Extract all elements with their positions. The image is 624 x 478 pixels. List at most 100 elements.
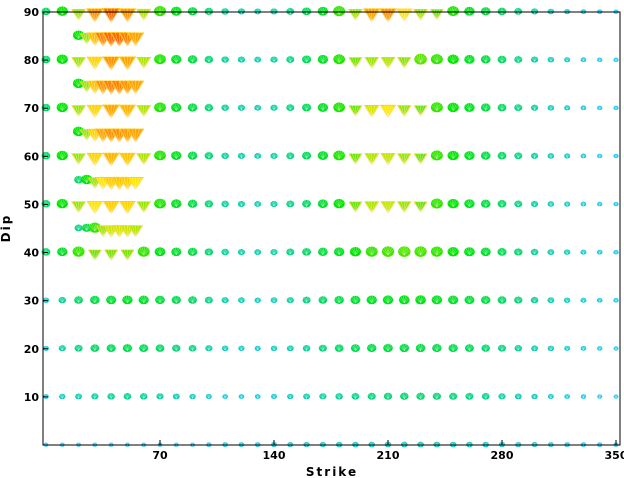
mechanism-marker [396,105,412,117]
mechanism-marker [597,346,603,351]
mechanism-marker [57,247,68,257]
mechanism-marker [480,103,491,112]
mechanism-marker [302,345,311,352]
mechanism-marker [74,175,83,184]
mechanism-marker [400,441,408,448]
mechanism-marker [237,248,246,256]
mechanism-marker [154,54,166,65]
mechanism-marker [367,344,377,353]
mechanism-marker [348,57,363,69]
x-axis-title: Strike [306,465,358,478]
mechanism-marker [254,152,262,159]
mechanism-marker [119,201,136,215]
mechanism-marker [154,150,166,161]
mechanism-marker [580,105,587,111]
mechanism-marker [204,103,214,112]
mechanism-marker [221,56,229,63]
mechanism-marker [270,8,278,15]
mechanism-marker [237,152,246,159]
mechanism-marker [580,345,587,351]
mechanism-marker [156,393,164,400]
mechanism-marker [154,247,166,257]
mechanism-marker [136,153,152,166]
mechanism-marker [123,393,132,400]
mechanism-marker [413,105,428,117]
mechanism-marker [221,345,229,352]
mechanism-marker [104,249,119,261]
mechanism-marker [480,7,491,16]
mechanism-marker [333,150,345,161]
mechanism-marker [302,7,312,16]
mechanism-marker [335,393,343,400]
mechanism-marker [205,393,212,399]
mechanism-marker [465,392,474,400]
mechanism-marker [317,151,329,160]
mechanism-marker [381,246,395,257]
mechanism-marker [415,343,426,353]
mechanism-marker [480,55,491,64]
mechanism-marker [514,345,523,352]
mechanism-marker [383,392,393,400]
mechanism-marker [204,55,214,64]
mechanism-marker [118,104,137,119]
mechanism-marker [416,392,425,400]
mechanism-marker [580,394,587,399]
mechanism-marker [122,344,133,353]
y-tick-label: 30 [24,295,40,308]
mechanism-marker [448,344,458,353]
mechanism-marker [171,247,182,257]
mechanism-marker [71,57,86,69]
mechanism-marker [530,8,539,15]
mechanism-marker [580,153,587,159]
y-tick-label: 60 [24,150,40,163]
mechanism-marker [137,246,150,257]
mechanism-marker [271,393,277,399]
mechanism-marker [364,201,380,214]
mechanism-marker [350,344,360,352]
mechanism-marker [466,441,473,448]
y-tick-label: 70 [24,102,40,115]
mechanism-marker [270,345,278,352]
mechanism-marker [348,153,363,165]
x-tick-label: 70 [152,449,168,462]
x-axis: 70 140 210 280 350 [152,440,624,462]
mechanism-marker [447,150,459,161]
mechanism-marker [221,200,229,208]
mechanism-marker [302,296,311,304]
y-tick-label: 10 [24,391,40,404]
y-tick-label: 40 [24,247,40,260]
mechanism-marker [138,295,149,305]
mechanism-marker [497,7,507,16]
mechanism-marker [58,345,66,352]
mechanism-marker [90,295,100,305]
mechanism-marker [171,103,182,112]
mechanism-marker [204,248,214,256]
mechanism-marker [126,80,145,95]
mechanism-marker [414,246,427,257]
mechanism-marker [397,57,412,69]
mechanism-marker [613,346,619,351]
mechanism-marker [447,198,459,209]
mechanism-marker [514,200,523,208]
mechanism-marker [514,152,523,160]
mechanism-marker [88,222,101,233]
mechanism-marker [189,393,196,400]
y-axis-title: Dip [0,214,13,243]
mechanism-marker [547,104,555,111]
mechanism-marker [302,200,311,208]
mechanism-marker [302,55,312,64]
mechanism-marker [237,56,246,63]
mechanism-marker [383,343,393,353]
mechanism-marker [302,151,312,160]
mechanism-marker [155,344,165,352]
mechanism-marker [580,249,587,255]
mechanism-marker [171,54,182,64]
mechanism-marker [188,344,197,352]
mechanism-marker [71,105,86,117]
mechanism-marker [399,343,410,353]
mechanism-marker [613,298,619,303]
mechanism-marker [270,200,278,207]
mechanism-marker [71,153,86,166]
mechanism-marker [613,57,619,62]
mechanism-marker [136,57,152,70]
